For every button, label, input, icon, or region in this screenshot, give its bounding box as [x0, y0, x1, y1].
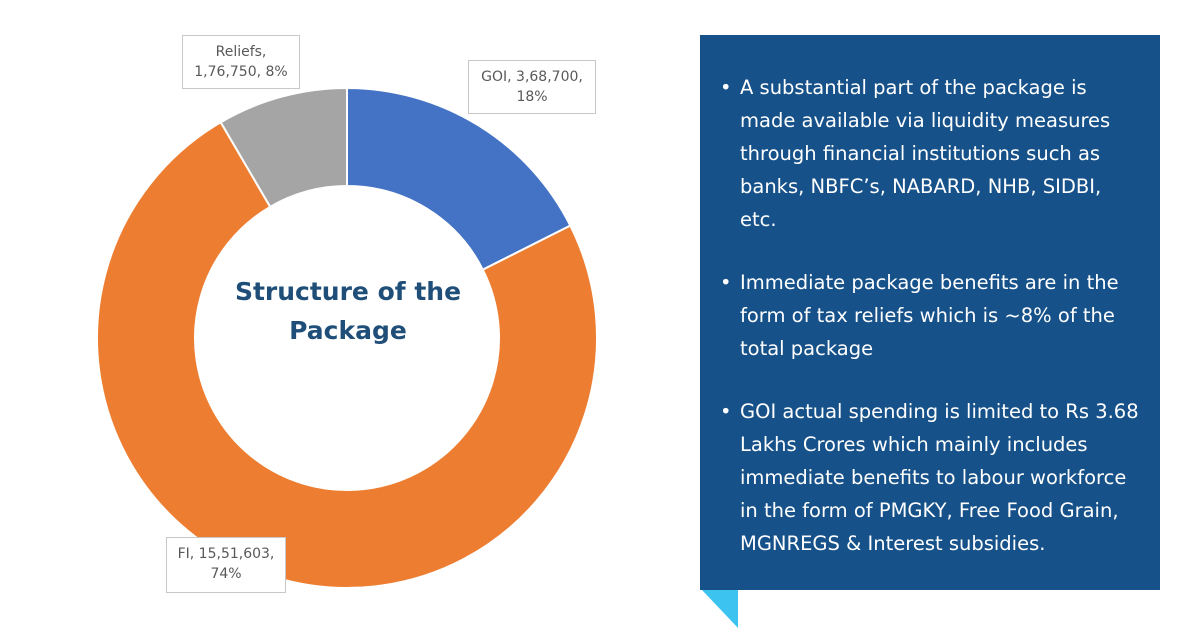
goi-data-label: GOI, 3,68,700, 18% [468, 60, 596, 114]
slice-reliefs [219, 86, 348, 209]
info-point-3-text: GOI actual spending is limited to Rs 3.6… [740, 400, 1139, 555]
reliefs-data-label: Reliefs, 1,76,750, 8% [182, 35, 300, 89]
center-title-line2: Package [289, 316, 407, 345]
panel-corner-tab [702, 590, 738, 628]
donut-svg [96, 86, 598, 589]
info-panel: • A substantial part of the package is m… [700, 35, 1160, 590]
info-point-3: • GOI actual spending is limited to Rs 3… [718, 395, 1140, 560]
bullet-icon: • [720, 271, 732, 294]
info-point-2: • Immediate package benefits are in the … [718, 266, 1140, 365]
chart-center-title: Structure of the Package [218, 272, 478, 350]
info-bullet-list: • A substantial part of the package is m… [718, 71, 1140, 560]
bullet-icon: • [720, 400, 732, 423]
donut-chart: Structure of the Package Reliefs, 1,76,7… [96, 35, 598, 593]
fi-label-line2: 74% [210, 566, 242, 582]
fi-label-line1: FI, 15,51,603, [177, 546, 275, 562]
reliefs-label-line2: 1,76,750, 8% [194, 64, 288, 80]
info-point-2-text: Immediate package benefits are in the fo… [740, 271, 1119, 360]
info-point-1-text: A substantial part of the package is mad… [740, 76, 1111, 231]
goi-label-line2: 18% [516, 89, 548, 105]
reliefs-label-line1: Reliefs, [215, 44, 267, 60]
center-title-line1: Structure of the [234, 277, 462, 306]
goi-label-line1: GOI, 3,68,700, [481, 69, 583, 85]
slice-fi [96, 120, 598, 589]
bullet-icon: • [720, 76, 732, 99]
fi-data-label: FI, 15,51,603, 74% [166, 537, 286, 593]
info-point-1: • A substantial part of the package is m… [718, 71, 1140, 236]
